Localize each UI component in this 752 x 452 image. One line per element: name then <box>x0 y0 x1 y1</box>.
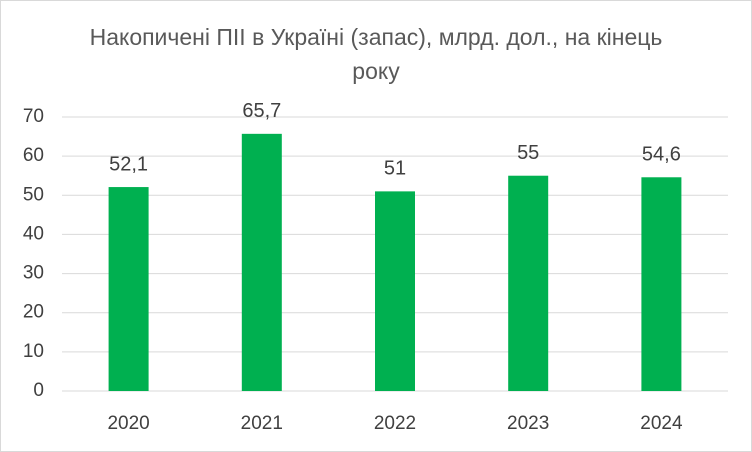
x-tick-label: 2023 <box>507 413 549 434</box>
value-label: 54,6 <box>642 144 681 166</box>
x-tick-label: 2020 <box>107 413 149 434</box>
value-label: 65,7 <box>242 100 281 122</box>
chart-title: Накопичені ПІІ в Україні (запас), млрд. … <box>89 24 663 84</box>
y-tick-label: 20 <box>23 302 44 323</box>
x-tick-label: 2022 <box>374 413 416 434</box>
y-tick-label: 30 <box>23 263 44 284</box>
y-tick-label: 0 <box>33 380 44 401</box>
bar <box>108 187 149 391</box>
y-tick-label: 50 <box>23 184 44 205</box>
y-tick-label: 40 <box>23 223 44 244</box>
x-tick-label: 2024 <box>640 413 683 434</box>
y-tick-label: 60 <box>23 145 44 166</box>
y-tick-label: 10 <box>23 341 44 362</box>
bar <box>241 133 282 391</box>
value-label: 55 <box>517 142 539 164</box>
value-label: 51 <box>384 158 406 180</box>
x-tick-label: 2021 <box>241 413 283 434</box>
bar <box>508 175 549 391</box>
value-label: 52,1 <box>109 153 148 175</box>
bar <box>641 177 682 391</box>
y-tick-label: 70 <box>23 106 44 127</box>
bar <box>375 191 415 391</box>
